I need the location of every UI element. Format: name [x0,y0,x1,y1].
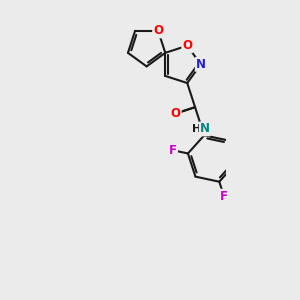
Text: O: O [182,39,192,52]
Text: F: F [169,144,177,157]
Text: H: H [192,124,202,134]
Text: O: O [153,24,163,38]
Text: N: N [196,58,206,71]
Text: F: F [220,190,228,203]
Text: N: N [200,122,210,135]
Text: O: O [171,107,181,120]
